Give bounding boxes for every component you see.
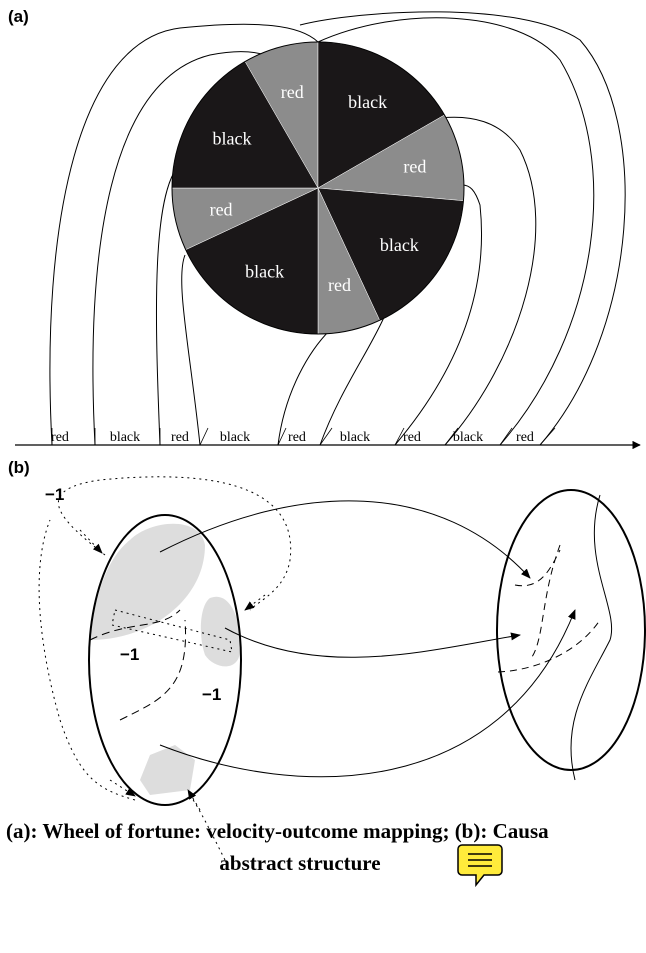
wheel-label: red <box>210 199 233 219</box>
axis-label: black <box>453 430 483 445</box>
annotation: −1 <box>45 485 64 504</box>
axis-label: black <box>340 430 370 445</box>
comment-icon[interactable] <box>457 844 503 888</box>
wheel-label: black <box>380 235 419 255</box>
wire-curves <box>49 11 626 446</box>
axis-label: red <box>403 430 421 445</box>
axis-separator <box>444 427 459 446</box>
causal-diagram <box>38 476 646 861</box>
wheel-rim <box>171 41 465 335</box>
caption-line: abstract structure <box>219 851 380 875</box>
axis-label: red <box>516 430 534 445</box>
wheel-label: red <box>328 275 351 295</box>
axis-separator <box>277 427 287 446</box>
axis-label: red <box>171 430 189 445</box>
panel-label: (a) <box>8 7 29 26</box>
axis-separator <box>319 427 333 446</box>
annotation: −1 <box>202 685 221 704</box>
wheel: red black red black red black red black <box>171 41 465 335</box>
axis-label: red <box>288 430 306 445</box>
caption-line: (a): Wheel of fortune: velocity-outcome … <box>6 819 549 843</box>
wheel-label: red <box>403 157 426 177</box>
annotation: −1 <box>120 645 139 664</box>
axis-label: black <box>110 430 140 445</box>
axis-separator <box>539 427 556 446</box>
wheel-label: black <box>245 262 284 282</box>
axis-label: black <box>220 430 250 445</box>
axis-separator <box>199 427 209 446</box>
axis-separator <box>499 427 513 446</box>
wheel-label: red <box>281 82 304 102</box>
wheel-label: black <box>213 128 252 148</box>
wheel-label: black <box>348 92 387 112</box>
panel-label: (b) <box>8 458 30 477</box>
axis-labels: red black red black red black red black red <box>51 427 556 446</box>
axis-label: red <box>51 430 69 445</box>
axis-separator <box>394 427 405 446</box>
